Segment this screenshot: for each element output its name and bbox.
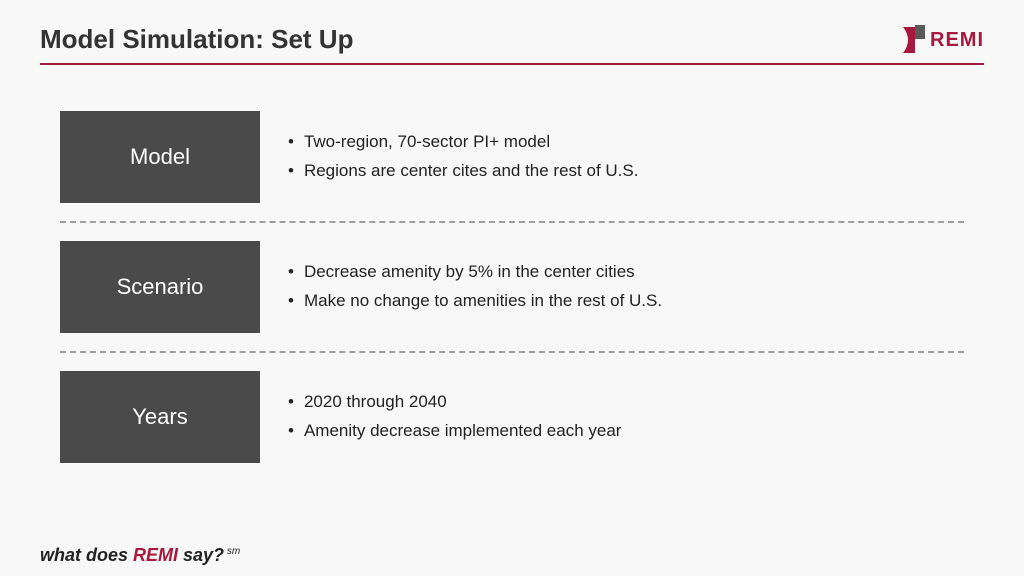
- label-years: Years: [60, 371, 260, 463]
- footer-say: say?: [178, 545, 224, 565]
- footer-remi: REMI: [133, 545, 178, 565]
- list-item: 2020 through 2040: [288, 388, 621, 417]
- list-item: Make no change to amenities in the rest …: [288, 287, 662, 316]
- bullets-model: Two-region, 70-sector PI+ model Regions …: [288, 128, 638, 186]
- remi-logo-icon: [900, 25, 928, 55]
- header: Model Simulation: Set Up REMI: [0, 0, 1024, 63]
- bullets-years: 2020 through 2040 Amenity decrease imple…: [288, 388, 621, 446]
- footer-tagline: what does REMI say? sm: [40, 545, 240, 566]
- list-item: Decrease amenity by 5% in the center cit…: [288, 258, 662, 287]
- content: Model Two-region, 70-sector PI+ model Re…: [0, 65, 1024, 469]
- bullets-scenario: Decrease amenity by 5% in the center cit…: [288, 258, 662, 316]
- dashed-divider: [60, 351, 964, 353]
- logo-text: REMI: [930, 29, 984, 52]
- logo: REMI: [900, 25, 984, 55]
- footer-what: what does: [40, 545, 133, 565]
- dashed-divider: [60, 221, 964, 223]
- list-item: Amenity decrease implemented each year: [288, 417, 621, 446]
- label-model: Model: [60, 111, 260, 203]
- section-scenario: Scenario Decrease amenity by 5% in the c…: [60, 235, 964, 339]
- label-scenario: Scenario: [60, 241, 260, 333]
- section-model: Model Two-region, 70-sector PI+ model Re…: [60, 105, 964, 209]
- list-item: Two-region, 70-sector PI+ model: [288, 128, 638, 157]
- page-title: Model Simulation: Set Up: [40, 24, 353, 55]
- footer-sm: sm: [224, 546, 240, 557]
- list-item: Regions are center cites and the rest of…: [288, 157, 638, 186]
- section-years: Years 2020 through 2040 Amenity decrease…: [60, 365, 964, 469]
